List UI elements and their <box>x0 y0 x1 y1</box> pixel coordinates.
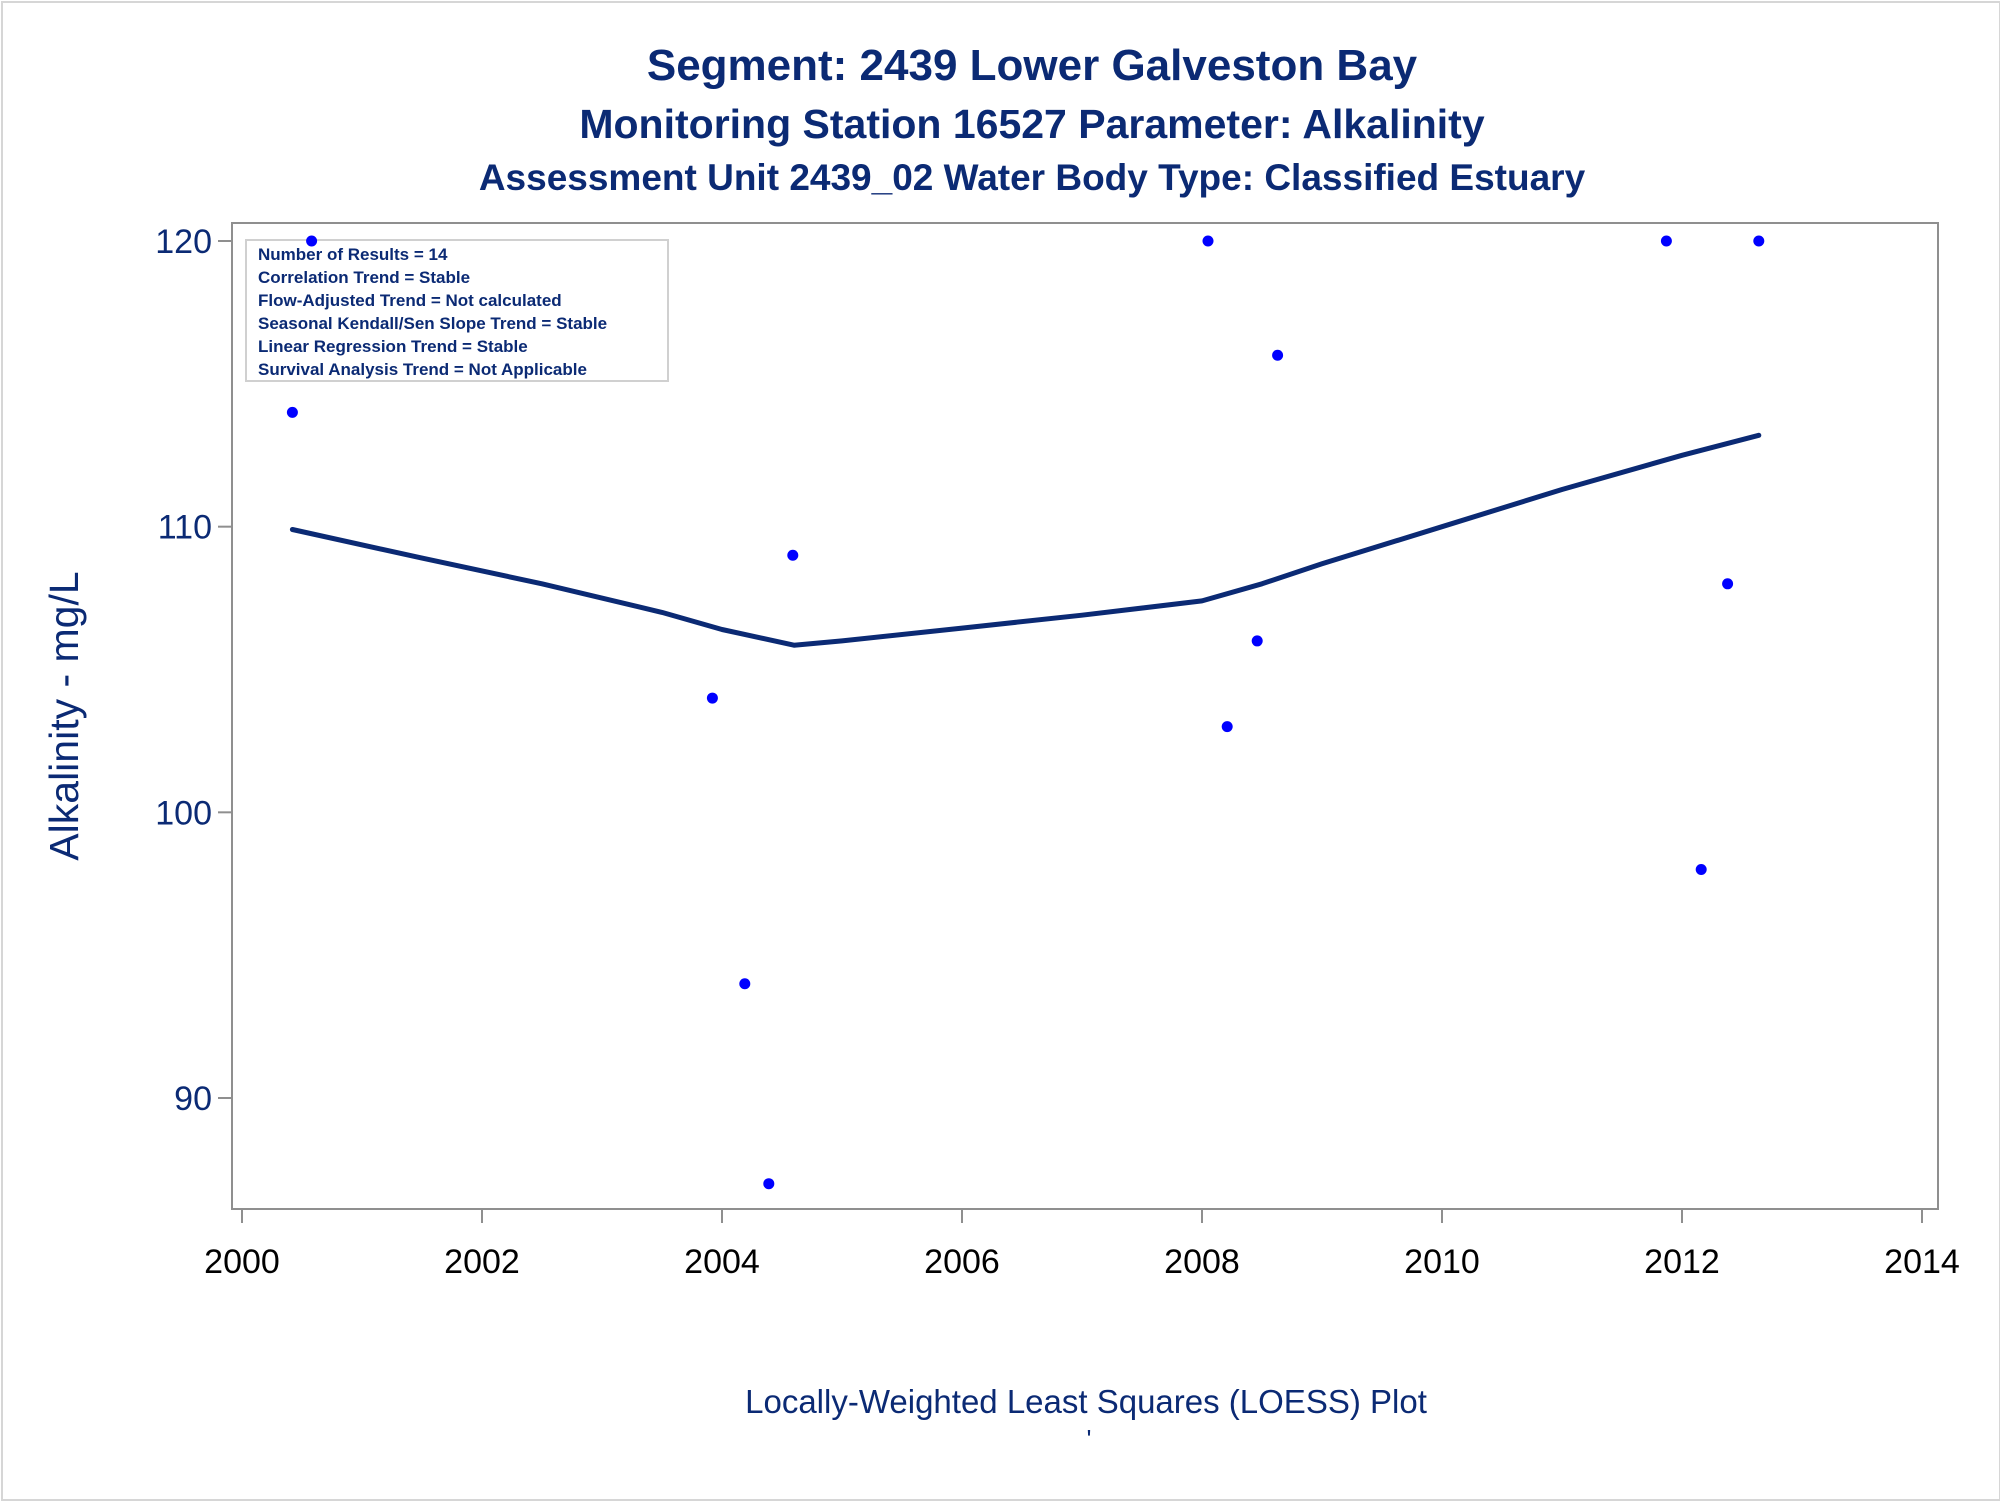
data-point <box>1202 235 1214 247</box>
y-tick-label: 100 <box>155 794 212 832</box>
stats-line: Correlation Trend = Stable <box>258 268 470 287</box>
y-axis: 90 100 110 120 <box>155 223 232 1118</box>
data-point <box>1753 235 1765 247</box>
stats-line: Number of Results = 14 <box>258 245 448 264</box>
data-point <box>763 1178 775 1190</box>
chart-subtitle-2: Assessment Unit 2439_02 Water Body Type:… <box>479 157 1586 198</box>
y-tick-label: 90 <box>174 1080 212 1118</box>
x-tick-label: 2008 <box>1164 1243 1240 1281</box>
x-axis: 2000 2002 2004 2006 2008 2010 2012 2014 <box>204 1209 1960 1281</box>
x-tick-label: 2006 <box>924 1243 1000 1281</box>
x-tick-label: 2000 <box>204 1243 280 1281</box>
data-point <box>1722 578 1734 590</box>
data-point <box>306 235 318 247</box>
chart-title: Segment: 2439 Lower Galveston Bay <box>647 41 1418 90</box>
footnote-mark: ' <box>1087 1424 1092 1454</box>
data-point <box>706 692 718 704</box>
chart-subtitle: Monitoring Station 16527 Parameter: Alka… <box>579 101 1484 147</box>
stats-box-border <box>245 239 669 382</box>
stats-box: Number of Results = 14 Correlation Trend… <box>245 239 669 382</box>
loess-line <box>289 432 1762 648</box>
data-point <box>1272 349 1284 361</box>
data-point <box>787 549 799 561</box>
loess-layer <box>289 432 1762 648</box>
data-point <box>739 978 751 990</box>
points-layer <box>286 235 1765 1190</box>
stats-line: Seasonal Kendall/Sen Slope Trend = Stabl… <box>258 314 607 333</box>
data-point <box>286 406 298 418</box>
plot-area <box>231 222 1939 1210</box>
x-tick-label: 2010 <box>1404 1243 1480 1281</box>
x-tick-label: 2012 <box>1644 1243 1720 1281</box>
y-tick-label: 110 <box>158 509 212 547</box>
data-point <box>1695 863 1707 875</box>
stats-line: Survival Analysis Trend = Not Applicable <box>258 360 587 379</box>
data-point <box>1221 721 1233 733</box>
stats-line: Flow-Adjusted Trend = Not calculated <box>258 291 562 310</box>
x-tick-label: 2014 <box>1884 1243 1960 1281</box>
x-axis-label: Locally-Weighted Least Squares (LOESS) P… <box>745 1383 1427 1420</box>
data-point <box>1251 635 1263 647</box>
data-point <box>1660 235 1672 247</box>
x-tick-label: 2004 <box>684 1243 760 1281</box>
stats-line: Linear Regression Trend = Stable <box>258 337 528 356</box>
y-axis-label: Alkalinity - mg/L <box>41 571 87 860</box>
y-tick-label: 120 <box>155 223 212 261</box>
x-tick-label: 2002 <box>444 1243 520 1281</box>
